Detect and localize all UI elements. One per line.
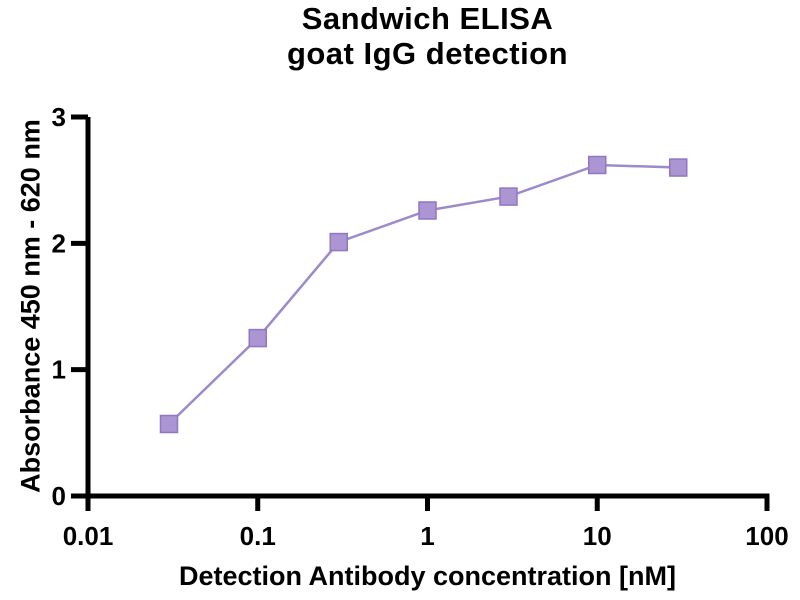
data-point-marker	[418, 201, 437, 220]
chart-subtitle: goat IgG detection	[286, 36, 569, 71]
data-point-marker	[329, 232, 348, 252]
data-point-marker	[588, 155, 607, 175]
y-tick-label: 2	[52, 228, 66, 258]
chart-title: Sandwich ELISA	[301, 1, 554, 36]
data-point-marker	[159, 414, 179, 434]
y-tick-label: 0	[52, 481, 66, 511]
x-tick-label: 1	[420, 521, 434, 551]
chart-title-block: Sandwich ELISA goat IgG detection	[88, 1, 767, 71]
data-point-marker	[248, 328, 267, 348]
y-tick-label: 1	[52, 355, 66, 385]
data-point-marker	[668, 158, 688, 177]
x-tick-label: 100	[745, 521, 788, 551]
data-point-marker	[499, 187, 518, 206]
x-tick-label: 0.01	[63, 521, 114, 551]
x-axis-label: Detection Antibody concentration [nM]	[179, 561, 676, 591]
y-tick-label: 3	[52, 102, 66, 132]
x-tick-label: 10	[583, 521, 612, 551]
x-tick-label: 0.1	[240, 521, 276, 551]
